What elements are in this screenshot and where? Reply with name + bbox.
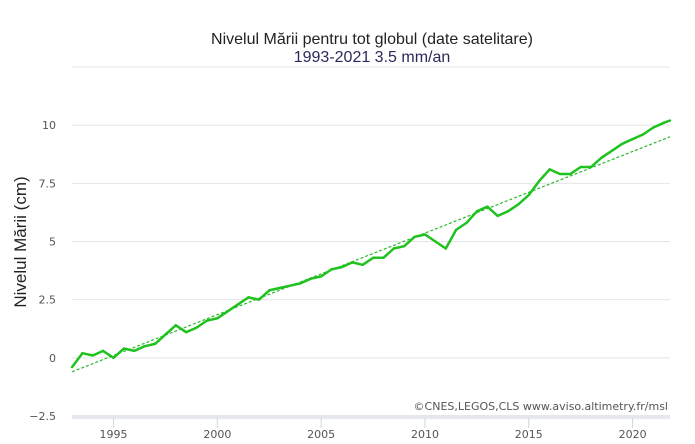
data-point bbox=[101, 349, 105, 353]
data-point bbox=[382, 256, 385, 259]
data-point bbox=[143, 345, 146, 348]
y-tick-label: 0 bbox=[49, 352, 56, 365]
data-point bbox=[185, 331, 188, 334]
data-point bbox=[610, 149, 614, 152]
data-point bbox=[247, 296, 250, 299]
data-point bbox=[548, 168, 551, 171]
data-point bbox=[454, 228, 458, 232]
data-point bbox=[652, 126, 655, 129]
data-point bbox=[236, 303, 240, 306]
data-point bbox=[600, 156, 603, 159]
data-point bbox=[309, 277, 312, 280]
data-point bbox=[278, 286, 281, 290]
data-point bbox=[475, 210, 479, 213]
data-point bbox=[444, 247, 447, 250]
data-point bbox=[527, 193, 531, 197]
data-point bbox=[662, 121, 665, 125]
data-point bbox=[288, 284, 292, 287]
data-point bbox=[579, 165, 582, 169]
data-point bbox=[257, 298, 261, 301]
y-tick-label: 10 bbox=[42, 119, 56, 132]
data-point bbox=[195, 326, 198, 329]
data-point bbox=[569, 172, 572, 176]
data-point bbox=[70, 365, 74, 369]
data-point bbox=[641, 133, 645, 136]
x-tick-label: 2010 bbox=[411, 428, 439, 441]
data-point bbox=[496, 214, 499, 218]
data-point bbox=[621, 142, 624, 145]
data-point bbox=[558, 172, 562, 176]
data-point bbox=[122, 347, 126, 350]
data-point bbox=[413, 235, 416, 239]
data-point bbox=[537, 179, 541, 183]
data-point bbox=[486, 205, 489, 208]
data-point bbox=[465, 221, 468, 225]
y-tick-label: −2.5 bbox=[29, 410, 56, 423]
x-tick-label: 2020 bbox=[619, 428, 647, 441]
x-tick-label: 2005 bbox=[307, 428, 335, 441]
trend-line bbox=[71, 136, 671, 373]
y-tick-label: 5 bbox=[49, 236, 56, 249]
data-point bbox=[517, 203, 520, 206]
data-point bbox=[81, 351, 84, 355]
data-point bbox=[216, 317, 219, 320]
data-point bbox=[164, 333, 167, 336]
data-point bbox=[112, 356, 115, 360]
data-point bbox=[361, 263, 364, 266]
data-point bbox=[434, 240, 437, 243]
data-point bbox=[319, 275, 323, 278]
data-point bbox=[351, 261, 354, 264]
data-point bbox=[423, 233, 427, 236]
x-tick-label: 1995 bbox=[100, 428, 128, 441]
data-point bbox=[153, 342, 157, 346]
data-point bbox=[668, 119, 672, 122]
chart-subtitle: 1993-2021 3.5 mm/an bbox=[294, 49, 451, 66]
y-tick-label: 2.5 bbox=[39, 294, 57, 307]
data-point bbox=[299, 282, 302, 285]
y-axis-label: Nivelul Mării (cm) bbox=[11, 176, 30, 307]
data-point bbox=[403, 244, 406, 248]
x-tick-label: 2000 bbox=[203, 428, 231, 441]
data-point bbox=[133, 349, 136, 353]
chart-title: Nivelul Mării pentru tot globul (date sa… bbox=[211, 31, 533, 48]
data-point bbox=[340, 265, 344, 269]
credit-text: ©CNES,LEGOS,CLS www.aviso.altimetry.fr/m… bbox=[414, 400, 668, 413]
data-point bbox=[371, 256, 375, 259]
data-point bbox=[226, 310, 229, 313]
data-point bbox=[589, 165, 593, 169]
data-point bbox=[205, 319, 209, 322]
y-tick-label: 7.5 bbox=[39, 177, 57, 190]
data-point bbox=[330, 268, 333, 271]
data-point bbox=[268, 289, 271, 292]
data-point bbox=[506, 210, 510, 213]
data-point bbox=[174, 324, 178, 327]
x-tick-label: 2015 bbox=[515, 428, 543, 441]
data-point bbox=[91, 354, 94, 357]
data-point bbox=[392, 247, 396, 250]
data-point bbox=[631, 137, 634, 141]
sea-level-line bbox=[70, 119, 671, 368]
